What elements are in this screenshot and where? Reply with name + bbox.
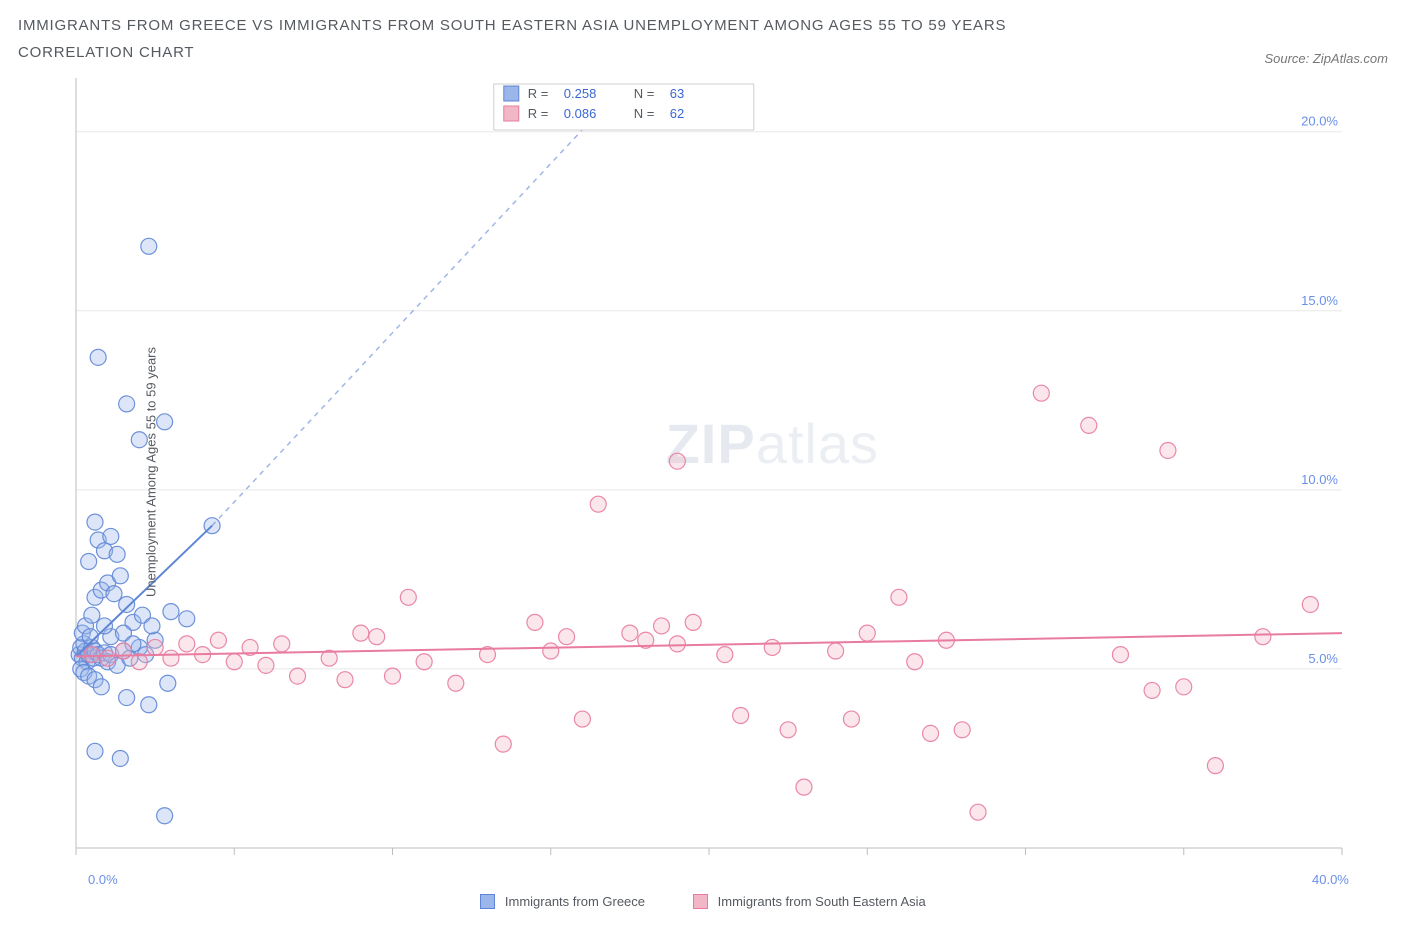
svg-text:0.258: 0.258	[564, 86, 597, 101]
svg-text:R =: R =	[528, 86, 549, 101]
x-axis-max-label: 40.0%	[1312, 872, 1349, 887]
legend-item-sea: Immigrants from South Eastern Asia	[693, 894, 926, 909]
correlation-scatter-chart: 5.0% 10.0% 15.0% 20.0% ZIPatlas R = 0.258 N = 63…	[18, 72, 1348, 872]
svg-text:0.086: 0.086	[564, 106, 597, 121]
legend-swatch-sea	[693, 894, 708, 909]
source-attribution: Source: ZipAtlas.com	[1264, 51, 1388, 66]
svg-text:N =: N =	[634, 106, 655, 121]
svg-text:63: 63	[670, 86, 684, 101]
svg-text:ZIPatlas: ZIPatlas	[666, 412, 879, 475]
svg-text:N =: N =	[634, 86, 655, 101]
legend-swatch-greece	[480, 894, 495, 909]
svg-text:15.0%: 15.0%	[1301, 293, 1338, 308]
svg-text:10.0%: 10.0%	[1301, 472, 1338, 487]
svg-text:R =: R =	[528, 106, 549, 121]
chart-title-line2: CORRELATION CHART	[18, 39, 1006, 66]
legend-item-greece: Immigrants from Greece	[480, 894, 645, 909]
svg-text:20.0%: 20.0%	[1301, 114, 1338, 129]
svg-text:62: 62	[670, 106, 684, 121]
chart-title-line1: IMMIGRANTS FROM GREECE VS IMMIGRANTS FRO…	[18, 12, 1006, 39]
y-axis-label: Unemployment Among Ages 55 to 59 years	[144, 347, 159, 597]
x-axis-min-label: 0.0%	[88, 872, 118, 887]
legend-bottom: Immigrants from Greece Immigrants from S…	[18, 894, 1388, 909]
svg-text:5.0%: 5.0%	[1308, 651, 1338, 666]
